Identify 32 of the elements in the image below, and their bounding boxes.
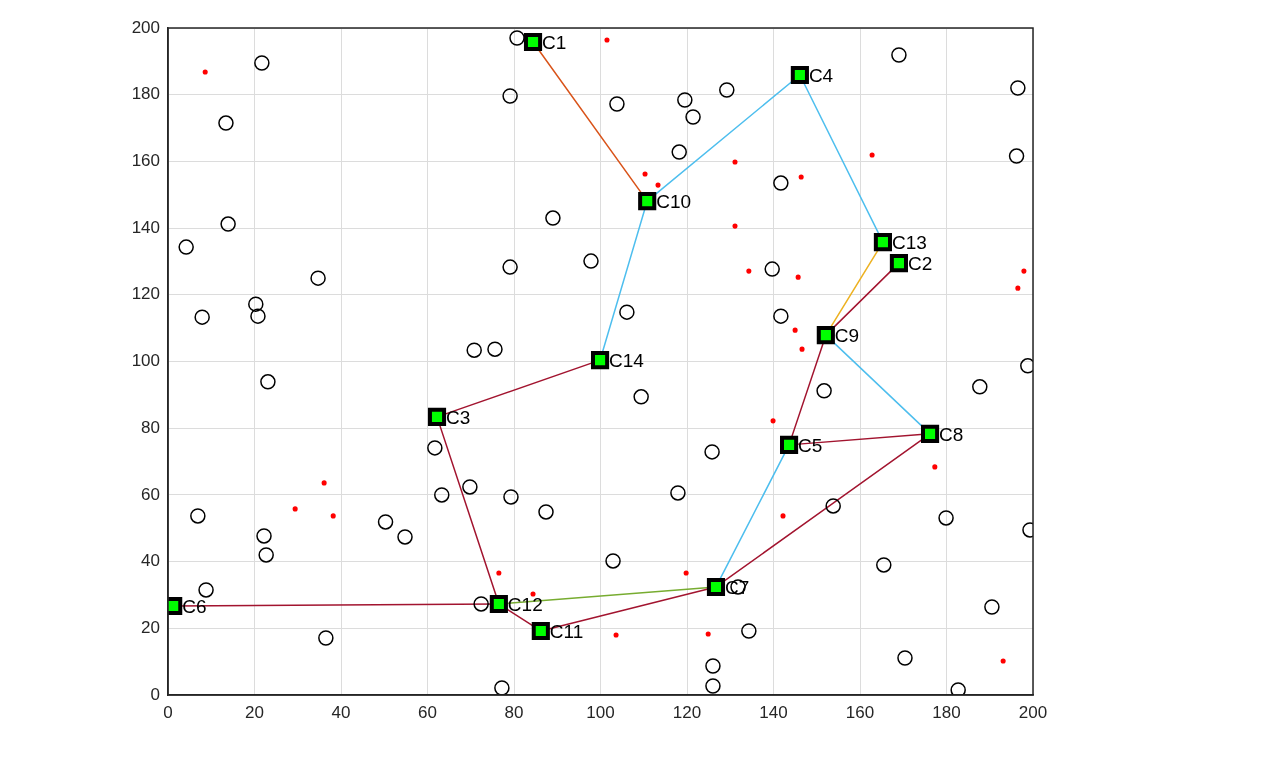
annotation: C14 bbox=[609, 350, 645, 372]
y-tick-label: 140 bbox=[131, 217, 160, 237]
x-tick-label: 160 bbox=[845, 702, 875, 722]
annotation: C9 bbox=[834, 325, 860, 347]
x-tick-label: 140 bbox=[759, 702, 788, 722]
annotation: C8 bbox=[939, 424, 964, 446]
y-tick-label: 120 bbox=[131, 284, 160, 304]
y-tick-label: 20 bbox=[141, 617, 160, 637]
x-tick-label: 120 bbox=[672, 702, 702, 722]
annotation: C1 bbox=[542, 32, 567, 54]
y-tick-label: 100 bbox=[131, 351, 160, 371]
y-tick-label: 0 bbox=[150, 684, 160, 704]
x-tick-label: 0 bbox=[163, 702, 173, 722]
x-tick-label: 80 bbox=[504, 702, 524, 722]
annotation: C4 bbox=[808, 65, 834, 87]
x-tick-label: 200 bbox=[1018, 702, 1048, 722]
y-tick-label: 160 bbox=[131, 151, 160, 171]
y-tick-label: 40 bbox=[141, 551, 160, 571]
y-tick-label: 60 bbox=[141, 484, 160, 504]
x-tick-label: 20 bbox=[245, 702, 264, 722]
x-tick-label: 180 bbox=[932, 702, 961, 722]
annotation: C2 bbox=[907, 253, 933, 275]
x-tick-label: 100 bbox=[586, 702, 615, 722]
y-tick-label: 80 bbox=[141, 417, 160, 437]
annotation: C10 bbox=[656, 191, 692, 213]
x-tick-label: 60 bbox=[418, 702, 437, 722]
annotation: C13 bbox=[891, 232, 927, 254]
annotation: C3 bbox=[446, 407, 471, 429]
y-tick-label: 200 bbox=[131, 17, 160, 37]
y-tick-label: 180 bbox=[131, 84, 160, 104]
x-tick-label: 40 bbox=[331, 702, 351, 722]
annotation: C11 bbox=[549, 621, 584, 643]
